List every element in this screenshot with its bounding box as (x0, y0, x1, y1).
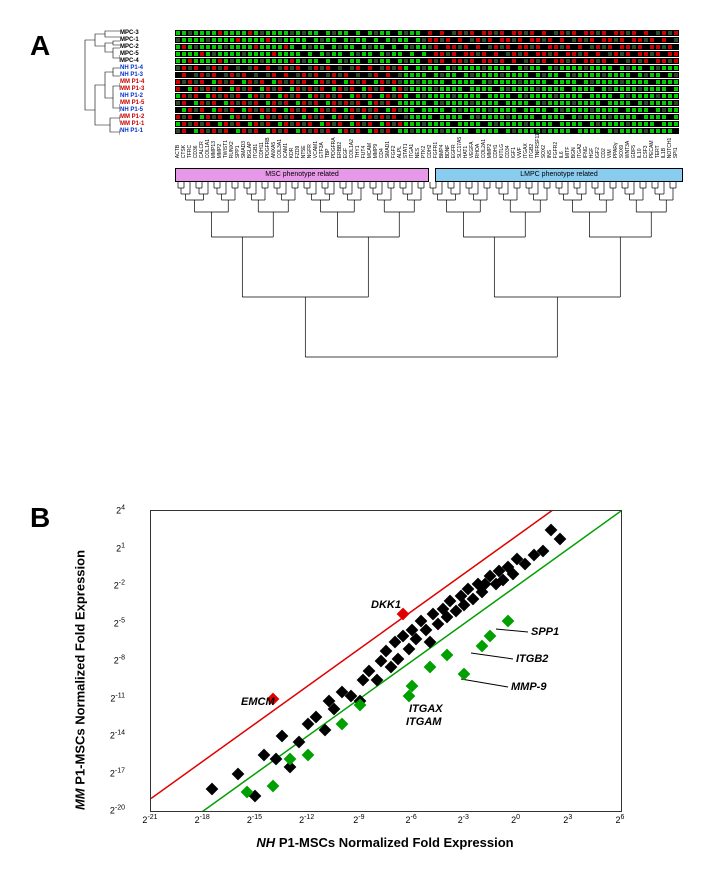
scatter-plot: DKK1 EMCM SPP1 ITGB2 MMP-9 ITGAXITGAM (150, 510, 622, 812)
y-tick: 2-20 (110, 805, 125, 816)
heatmap-area: MPC-3MPC-1MPC-2MPC-5MPC-4NH P1-4NH P1-3M… (80, 30, 690, 130)
row-label: MPC-3 (120, 30, 144, 37)
y-tick: 2-17 (110, 767, 125, 778)
panel-a-label: A (30, 30, 50, 62)
row-label: NH P1-2 (120, 93, 144, 100)
row-label: MM P1-3 (120, 86, 144, 93)
row-label: MM P1-4 (120, 79, 144, 86)
heatmap-grid (175, 30, 679, 135)
gene-label: DKK1 (371, 599, 401, 611)
gene-label: ITGAM (406, 716, 441, 728)
x-tick: 23 (563, 814, 572, 825)
row-label: MM P1-1 (120, 121, 144, 128)
x-tick: 2-18 (195, 814, 210, 825)
row-label: MM P1-5 (120, 100, 144, 107)
panel-b: MM P1-MSCs Normalized Fold Expression 24… (90, 500, 650, 860)
row-label: NH P1-5 (120, 107, 144, 114)
column-gene-labels: ACTBCTSKTFRCCD36CALCRCOL1A1MMP13MMP2TWIS… (175, 130, 679, 158)
panel-b-label: B (30, 502, 50, 534)
y-tick: 2-8 (114, 655, 125, 666)
row-label: NH P1-1 (120, 128, 144, 135)
row-label: MPC-2 (120, 44, 144, 51)
gene-label: SPP1 (531, 626, 559, 638)
y-tick: 2-5 (114, 617, 125, 628)
row-label: MM P1-2 (120, 114, 144, 121)
y-tick: 24 (116, 505, 125, 516)
x-tick: 2-9 (353, 814, 364, 825)
y-tick: 21 (116, 542, 125, 553)
x-axis-label: NH P1-MSCs Normalized Fold Expression (256, 835, 513, 850)
row-label: MPC-5 (120, 51, 144, 58)
cluster-bar: LMPC phenotype related (435, 168, 683, 182)
x-tick: 20 (511, 814, 520, 825)
gene-col-label: SPI1 (673, 130, 679, 158)
x-tick: 2-21 (142, 814, 157, 825)
figure: A MPC-3MPC-1MPC-2MPC-5MPC-4NH P1 (20, 30, 694, 860)
gene-label: ITGAX (409, 703, 443, 715)
panel-a: MPC-3MPC-1MPC-2MPC-5MPC-4NH P1-4NH P1-3M… (80, 30, 690, 480)
gene-label: ITGB2 (516, 653, 548, 665)
x-tick: 2-6 (405, 814, 416, 825)
x-tick: 26 (616, 814, 625, 825)
x-tick: 2-15 (247, 814, 262, 825)
gene-label: MMP-9 (511, 681, 546, 693)
y-axis-label: MM P1-MSCs Normalized Fold Expression (73, 550, 88, 810)
row-label: NH P1-3 (120, 72, 144, 79)
row-label: MPC-1 (120, 37, 144, 44)
y-tick: 2-14 (110, 730, 125, 741)
row-label: MPC-4 (120, 58, 144, 65)
gene-label: EMCM (241, 696, 275, 708)
y-tick: 2-11 (110, 692, 125, 703)
y-tick: 2-2 (114, 580, 125, 591)
row-labels: MPC-3MPC-1MPC-2MPC-5MPC-4NH P1-4NH P1-3M… (120, 30, 144, 135)
row-dendrogram (80, 30, 120, 135)
column-dendrogram (175, 182, 685, 480)
x-tick: 2-3 (458, 814, 469, 825)
row-label: NH P1-4 (120, 65, 144, 72)
x-tick: 2-12 (299, 814, 314, 825)
cluster-bars: MSC phenotype related LMPC phenotype rela… (175, 168, 683, 182)
cluster-bar: MSC phenotype related (175, 168, 429, 182)
